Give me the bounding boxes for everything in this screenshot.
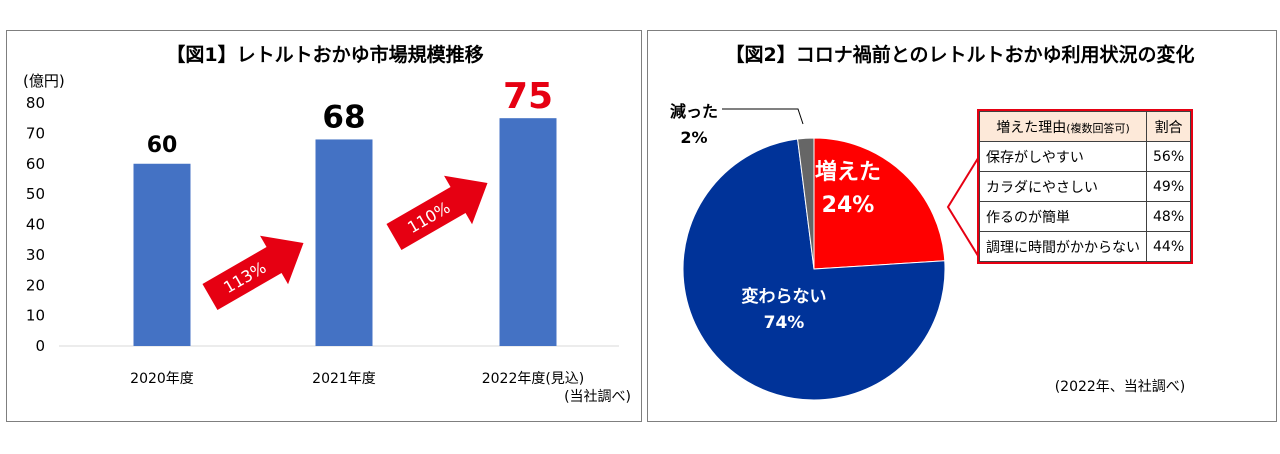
table-row: 調理に時間がかからない 44%: [979, 231, 1192, 262]
reason-cell: 調理に時間がかからない: [979, 231, 1147, 262]
x-tick-label: 2020年度: [130, 371, 194, 387]
table-row: 作るのが簡単 48%: [979, 201, 1192, 232]
callout-connector: [946, 151, 981, 263]
y-tick-label: 60: [26, 155, 45, 173]
growth-arrow: 110%: [386, 175, 488, 250]
ratio-cell: 48%: [1145, 201, 1192, 232]
reason-cell: カラダにやさしい: [979, 171, 1147, 202]
arrow-shape: [202, 235, 304, 310]
pie-value-decreased: 2%: [680, 128, 707, 147]
bar-value-label: 75: [503, 76, 553, 117]
bar-chart-note: (当社調べ): [564, 389, 631, 405]
pie-value-unchanged: 74%: [764, 313, 805, 333]
reason-cell: 作るのが簡単: [979, 201, 1147, 232]
y-tick-label: 40: [26, 216, 45, 234]
reason-cell: 保存がしやすい: [979, 141, 1147, 172]
pie-slice: [813, 137, 946, 270]
pie-chart-panel: 【図2】コロナ禍前とのレトルトおかゆ利用状況の変化 増えた 24% 変わらない …: [647, 30, 1277, 422]
growth-arrow: 113%: [202, 235, 304, 310]
y-tick-label: 20: [26, 276, 45, 294]
ratio-cell: 49%: [1145, 171, 1192, 202]
y-axis-label: (億円): [23, 72, 65, 90]
table-row: カラダにやさしい 49%: [979, 171, 1192, 202]
pie-label-increased: 増えた: [815, 159, 881, 185]
bar-chart-title: 【図1】レトルトおかゆ市場規模推移: [166, 43, 483, 66]
pie-chart-title: 【図2】コロナ禍前とのレトルトおかゆ利用状況の変化: [725, 43, 1194, 66]
bar-value-label: 60: [147, 133, 178, 158]
bar-value-label: 68: [322, 99, 365, 135]
table-header-row: 増えた理由(複数回答可) 割合: [979, 111, 1192, 142]
pie-slice: [682, 138, 946, 401]
x-tick-label: 2022年度(見込): [482, 371, 585, 387]
pie-chart: 【図2】コロナ禍前とのレトルトおかゆ利用状況の変化 増えた 24% 変わらない …: [670, 43, 1195, 401]
x-tick-label: 2021年度: [312, 371, 376, 387]
arrow-shape: [386, 175, 488, 250]
ratio-cell: 56%: [1145, 141, 1192, 172]
reasons-table: 増えた理由(複数回答可) 割合 保存がしやすい 56% カラダにやさしい 49%…: [976, 109, 1194, 264]
y-tick-label: 10: [26, 307, 45, 325]
bar: [499, 118, 557, 346]
table-row: 保存がしやすい 56%: [979, 141, 1192, 172]
pie-value-increased: 24%: [822, 193, 875, 218]
y-tick-label: 50: [26, 185, 45, 203]
bar: [315, 139, 373, 346]
ratio-cell: 44%: [1145, 231, 1192, 262]
pie-label-decreased: 減った: [670, 102, 718, 121]
bar: [133, 163, 191, 346]
bar-chart-panel: 【図1】レトルトおかゆ市場規模推移 (億円) 0 10 20 30 40 50 60 70 80…: [6, 30, 642, 422]
pie-label-unchanged: 変わらない: [742, 286, 827, 307]
y-tick-label: 70: [26, 124, 45, 142]
pie-slice: [797, 137, 815, 270]
ratio-header: 割合: [1145, 111, 1192, 142]
y-tick-label: 30: [26, 246, 45, 264]
bar-chart: 【図1】レトルトおかゆ市場規模推移 (億円) 0 10 20 30 40 50 60 70 80…: [23, 43, 631, 405]
y-tick-label: 80: [26, 94, 45, 112]
pie-chart-note: (2022年、当社調べ): [1055, 379, 1186, 395]
reason-header: 増えた理由(複数回答可): [979, 111, 1147, 142]
decreased-leader-line: [722, 108, 804, 125]
y-tick-label: 0: [35, 337, 45, 355]
